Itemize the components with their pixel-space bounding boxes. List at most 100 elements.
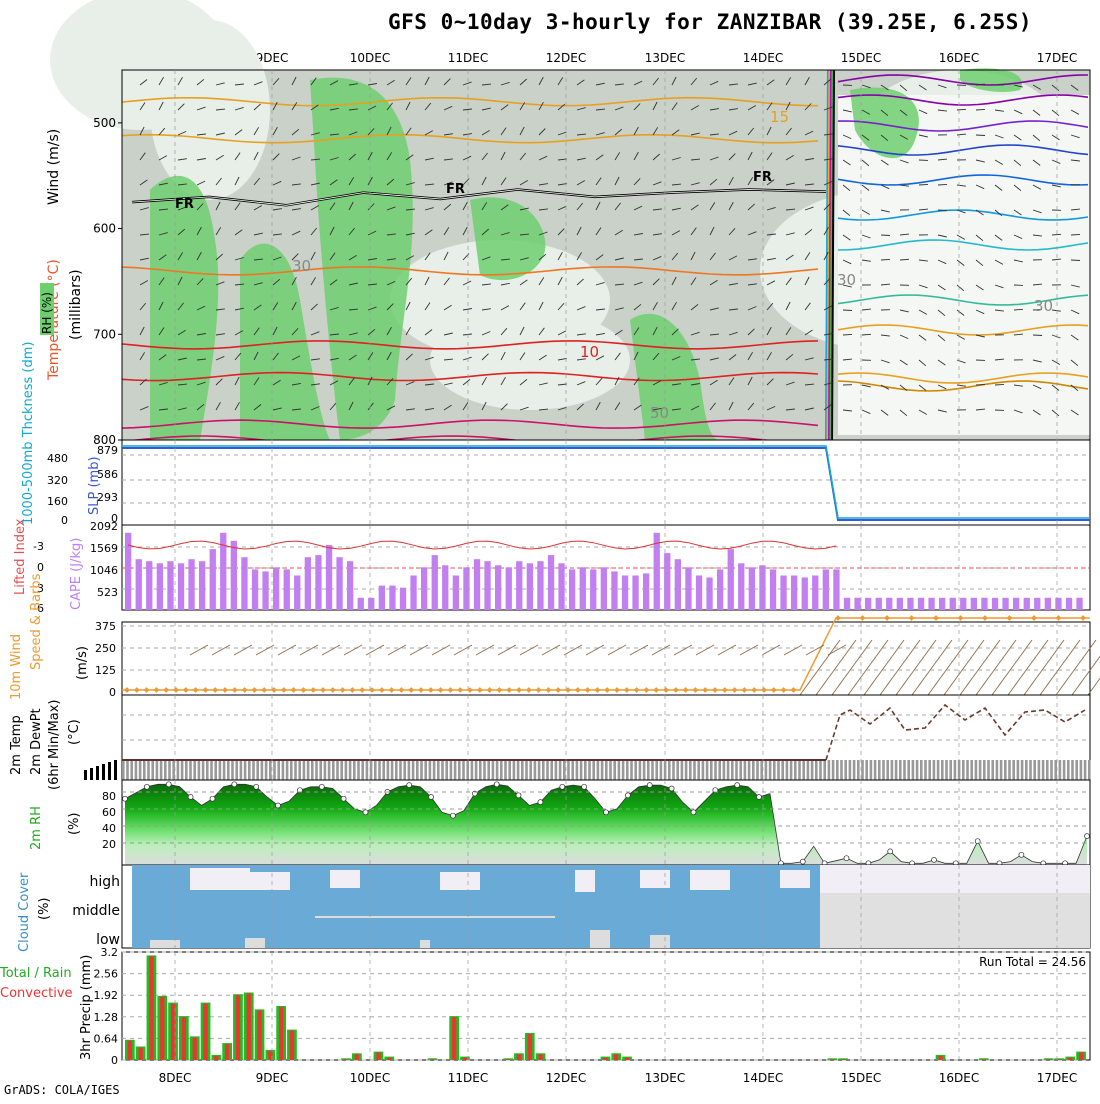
cape-tick-label: 523 — [97, 586, 118, 599]
wind-barb — [976, 384, 985, 385]
ylabel-cape: CAPE (J/kg) — [69, 538, 84, 610]
temp-minmax-bar — [521, 760, 524, 780]
rh2m-point — [407, 783, 412, 788]
temp-minmax-bar — [550, 760, 553, 780]
wind-barb — [1033, 335, 1042, 336]
temp-minmax-bar — [1088, 760, 1091, 780]
temp-minmax-bar — [349, 760, 352, 780]
cape-bar — [326, 545, 332, 610]
temp-minmax-bar — [1059, 760, 1062, 780]
rh-light-patch — [150, 20, 270, 200]
temp-minmax-bar — [794, 760, 797, 780]
temp-minmax-bar — [798, 760, 801, 780]
cape-bar — [1066, 598, 1072, 610]
cape-bar — [273, 567, 279, 610]
temp-minmax-bar — [676, 760, 679, 780]
cape-bar — [294, 576, 300, 611]
temp-minmax-bar — [613, 760, 616, 780]
wind-barb — [919, 184, 928, 185]
wind10-speed-marker — [835, 615, 841, 621]
cape-bar — [601, 567, 607, 610]
temp-minmax-bar — [580, 760, 583, 780]
rh2m-point — [516, 793, 521, 798]
wind10-speed-marker — [860, 615, 866, 621]
cape-bar — [252, 569, 258, 610]
temp-minmax-bar — [840, 760, 843, 780]
date-label-top: 14DEC — [743, 51, 783, 65]
cape-bar — [537, 561, 543, 610]
temp-minmax-bar — [311, 760, 314, 780]
temp-minmax-bar — [420, 760, 423, 780]
temp-minmax-bar — [542, 760, 545, 780]
precip-convective-bar — [257, 1010, 261, 1060]
rh2m-point — [604, 810, 609, 815]
cape-bar — [410, 576, 416, 611]
temp-minmax-bar — [870, 760, 873, 780]
temp-minmax-bar — [387, 760, 390, 780]
temp-minmax-bar — [135, 760, 138, 780]
temp-minmax-bar — [777, 760, 780, 780]
date-label-top: 11DEC — [448, 51, 488, 65]
temp-minmax-bar — [1050, 760, 1053, 780]
cloud-low-gap — [150, 940, 180, 948]
cape-bar — [971, 598, 977, 610]
wind10-speed-marker — [1031, 615, 1037, 621]
date-label-bottom: 13DEC — [645, 1071, 685, 1085]
cape-bar — [379, 586, 385, 610]
run-total-label: Run Total = 24.56 — [979, 955, 1086, 969]
ylabel-pressure: (millibars) — [68, 269, 84, 340]
cape-bar — [1076, 598, 1082, 610]
temp-minmax-bar — [689, 760, 692, 780]
thickness-tick-label: 0 — [61, 514, 68, 527]
temp-minmax-bar — [710, 760, 713, 780]
precip-convective-bar — [841, 1059, 845, 1060]
temp-minmax-bar — [802, 760, 805, 780]
temp-minmax-bar — [899, 760, 902, 780]
ylabel-wind10: 10m Wind — [9, 634, 24, 700]
precip-convective-bar — [182, 1017, 186, 1060]
cape-bar — [146, 561, 152, 610]
cape-bar — [886, 598, 892, 610]
temp-minmax-bar — [765, 760, 768, 780]
temp-minmax-bar — [340, 760, 343, 780]
temp-minmax-bar — [1000, 760, 1003, 780]
cape-tick-label: 2092 — [90, 520, 118, 533]
temp-minmax-bar — [412, 760, 415, 780]
rh2m-point — [560, 784, 565, 789]
temp-minmax-bar — [1033, 760, 1036, 780]
rh2m-point — [254, 784, 259, 789]
temp-minmax-bar — [160, 760, 163, 780]
cloud-level-high: high — [89, 874, 120, 890]
temp-minmax-bar — [336, 760, 339, 780]
cape-bar — [844, 598, 850, 610]
date-label-top: 12DEC — [546, 51, 586, 65]
temp-minmax-bar — [895, 760, 898, 780]
wind-barb — [881, 235, 890, 236]
temp-minmax-bar — [1012, 760, 1015, 780]
temp-minmax-bar — [605, 760, 608, 780]
cape-bar — [484, 561, 490, 610]
date-label-bottom: 16DEC — [939, 1071, 979, 1085]
precip-convective-bar — [171, 1004, 175, 1060]
cape-bar — [199, 561, 205, 610]
rh2m-point — [582, 784, 587, 789]
ylabel-wind: Wind (m/s) — [46, 129, 62, 205]
temp-minmax-bar — [240, 760, 243, 780]
temp-minmax-bar — [576, 760, 579, 780]
temp-minmax-bar — [1071, 760, 1074, 780]
slp-frame — [122, 440, 1090, 525]
temp-minmax-bar — [500, 760, 503, 780]
temp-minmax-bar — [538, 760, 541, 780]
rh2m-point — [735, 783, 740, 788]
temp-minmax-bar — [366, 760, 369, 780]
rh2m-point — [188, 795, 193, 800]
temp-minmax-bar — [223, 760, 226, 780]
temp-minmax-bar — [332, 760, 335, 780]
temp-minmax-bar — [429, 760, 432, 780]
temp-minmax-bar — [790, 760, 793, 780]
cloud-low-gap — [590, 930, 610, 948]
temp-minmax-bar — [916, 760, 919, 780]
cloud-gap — [190, 868, 250, 890]
contour-label: 15 — [770, 108, 789, 126]
temp-minmax-bar — [96, 766, 99, 780]
